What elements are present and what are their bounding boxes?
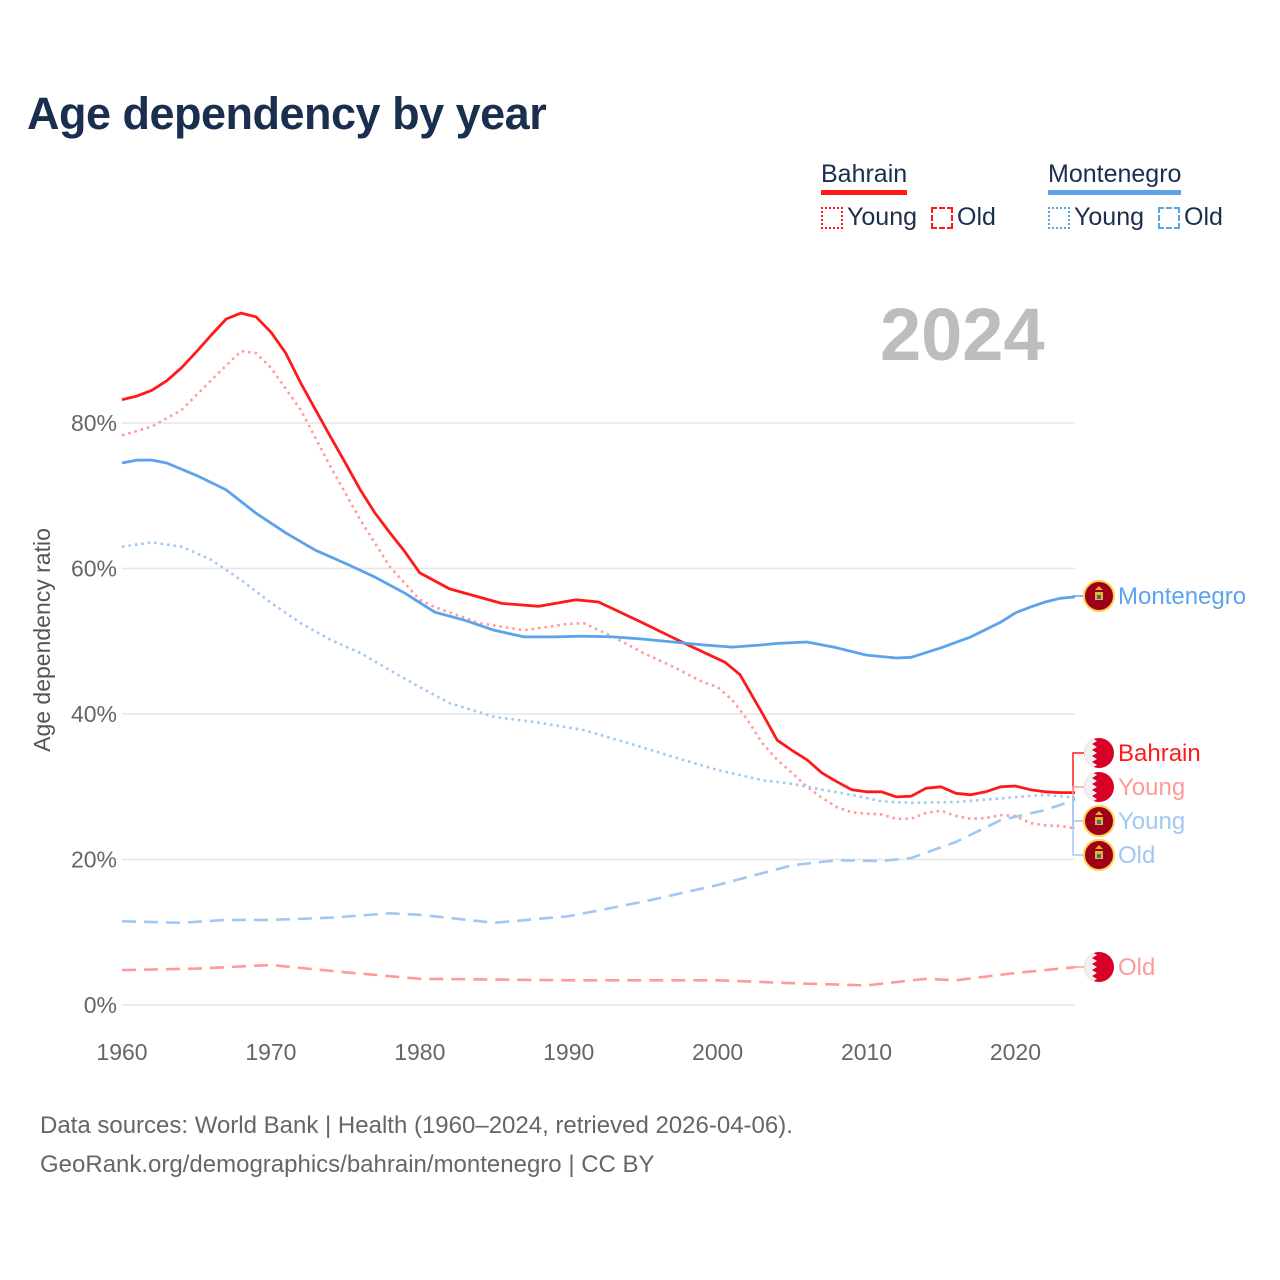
dashed-swatch-icon [1158,206,1180,229]
x-tick-label: 1990 [543,1039,594,1065]
x-tick-label: 2000 [692,1039,743,1065]
series-line-montenegro[interactable] [121,458,1076,660]
y-tick-label: 60% [71,556,117,582]
dotted-swatch-icon [1048,206,1070,229]
x-tick-label: 2020 [990,1039,1041,1065]
y-tick-label: 80% [71,410,117,436]
legend-label: Young [1074,203,1144,231]
legend-item-bahrain-old[interactable]: Old [931,203,996,232]
emblem-shield [1097,820,1101,824]
label-connector [1072,752,1085,794]
legend-montenegro: Montenegro Young Old [1048,160,1223,232]
series-line-montenegro-old[interactable] [121,798,1076,925]
dotted-swatch-icon [821,206,843,229]
legend-country-montenegro[interactable]: Montenegro [1048,160,1182,195]
end-label-montenegro-old[interactable]: Old [1072,799,1155,871]
emblem-shield [1097,854,1101,858]
end-label-montenegro-young[interactable]: Young [1072,796,1185,837]
legend-country-bahrain[interactable]: Bahrain [821,160,908,195]
legend-label: Young [847,203,917,231]
data-source-note: Data sources: World Bank | Health (1960–… [40,1112,793,1139]
legend-item-bahrain-young[interactable]: Young [821,203,917,232]
end-label-text: Bahrain [1118,740,1201,767]
flag-serration [1084,952,1097,982]
series-line-bahrain-young[interactable] [121,349,1076,830]
gridlines [122,422,1075,1006]
crown-icon [1095,586,1103,590]
label-connector [1072,595,1085,598]
footer: Data sources: World Bank | Health (1960–… [40,1106,793,1184]
end-label-bahrain-young[interactable]: Young [1072,772,1185,829]
end-labels: Bahrain Young Old Montenegro Young Old [1072,580,1246,982]
source-link[interactable]: GeoRank.org/demographics/bahrain/montene… [40,1151,655,1178]
axis-ticks: 0% 20% 40% 60% 80% 1960 1970 1980 1990 2000 2010 20… [71,410,1041,1065]
y-tick-label: 20% [71,847,117,873]
series-line-bahrain[interactable] [121,311,1075,799]
series-lines [121,311,1076,987]
legend-bahrain: Bahrain Young Old [821,160,996,232]
end-label-text: Young [1118,774,1185,801]
y-tick-label: 0% [84,992,117,1018]
flag-serration [1084,738,1097,768]
series-line-montenegro-young[interactable] [121,540,1076,805]
legend-item-montenegro-young[interactable]: Young [1048,203,1144,232]
legend-label: Old [957,203,996,231]
y-axis-label: Age dependency ratio [29,528,55,752]
end-label-text: Old [1118,954,1155,981]
crown-icon [1095,845,1103,849]
end-label-montenegro[interactable]: Montenegro [1072,580,1246,612]
end-label-text: Old [1118,842,1155,869]
series-line-bahrain-old[interactable] [121,963,1076,987]
flag-serration [1084,772,1097,802]
emblem-shield [1097,595,1101,599]
chart-title: Age dependency by year [27,88,547,139]
legend-label: Old [1184,203,1223,231]
crown-icon [1095,811,1103,815]
dashed-swatch-icon [931,206,953,229]
y-tick-label: 40% [71,701,117,727]
end-label-bahrain[interactable]: Bahrain [1072,738,1201,794]
legend-item-montenegro-old[interactable]: Old [1158,203,1223,232]
x-tick-label: 2010 [841,1039,892,1065]
x-tick-label: 1960 [96,1039,147,1065]
end-label-text: Young [1118,808,1185,835]
end-label-text: Montenegro [1118,583,1246,610]
current-year-label: 2024 [880,293,1045,376]
label-connector [1072,799,1085,856]
x-tick-label: 1970 [245,1039,296,1065]
x-tick-label: 1980 [394,1039,445,1065]
end-label-bahrain-old[interactable]: Old [1072,952,1155,982]
